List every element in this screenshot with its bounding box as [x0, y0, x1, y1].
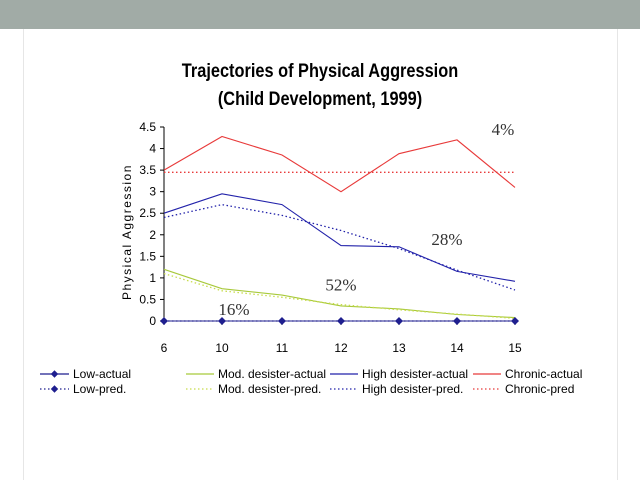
annotation-label: 16%	[218, 300, 249, 319]
series-line-high-desister-actual	[163, 193, 516, 282]
x-tick-label: 12	[334, 341, 348, 355]
slide-background	[0, 29, 640, 480]
legend-label: Chronic-pred	[505, 382, 574, 396]
annotation-label: 4%	[492, 120, 515, 139]
y-tick-label: 2.5	[139, 206, 156, 220]
y-tick-label: 1	[149, 271, 156, 285]
y-tick-label: 2	[149, 228, 156, 242]
legend-label: Chronic-actual	[505, 367, 582, 381]
legend-label: Low-pred.	[73, 382, 126, 396]
data-point-low-actual	[160, 317, 168, 325]
legend-marker	[50, 370, 59, 378]
slide-border-right	[617, 29, 618, 480]
chart-title: Trajectories of Physical Aggression (Chi…	[131, 58, 509, 114]
y-tick-label: 1.5	[139, 249, 156, 263]
x-tick-label: 15	[508, 341, 522, 355]
x-tick-label: 14	[450, 341, 464, 355]
chart-title-line1: Trajectories of Physical Aggression	[181, 61, 459, 82]
data-point-low-actual	[218, 317, 226, 325]
top-band	[0, 0, 640, 29]
annotation-label: 28%	[431, 230, 462, 249]
data-point-low-actual	[453, 317, 461, 325]
series-line-mod-desister-pred	[163, 272, 516, 320]
data-point-low-actual	[278, 317, 286, 325]
legend-marker	[50, 385, 59, 393]
legend-label: Mod. desister-actual	[218, 367, 326, 381]
chart-title-line2: (Child Development, 1999)	[217, 89, 423, 110]
data-point-low-actual	[511, 317, 519, 325]
slide-border-left	[23, 29, 24, 480]
x-tick-label: 13	[392, 341, 406, 355]
legend-label: Mod. desister-pred.	[218, 382, 321, 396]
data-point-low-actual	[337, 317, 345, 325]
legend-label: Low-actual	[73, 367, 131, 381]
y-tick-label: 3.5	[139, 163, 156, 177]
y-tick-label: 4.5	[139, 120, 156, 134]
legend-label: High desister-pred.	[362, 382, 463, 396]
y-tick-label: 0	[149, 314, 156, 328]
y-tick-label: 3	[149, 185, 156, 199]
legend-label: High desister-actual	[362, 367, 468, 381]
y-tick-label: 0.5	[139, 292, 156, 306]
x-tick-label: 6	[161, 341, 168, 355]
series-line-high-desister-pred	[163, 203, 516, 291]
y-tick-label: 4	[149, 142, 156, 156]
series-line-chronic-actual	[163, 135, 516, 193]
annotation-label: 52%	[325, 275, 356, 294]
x-tick-label: 11	[276, 341, 289, 355]
x-tick-label: 10	[215, 341, 229, 355]
data-point-low-actual	[395, 317, 403, 325]
